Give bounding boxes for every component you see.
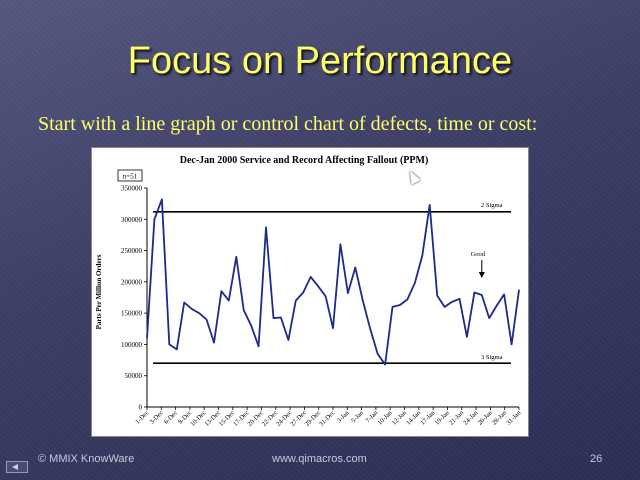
data-point xyxy=(466,336,468,338)
chart-title: Dec-Jan 2000 Service and Record Affectin… xyxy=(180,155,429,166)
data-point xyxy=(198,312,200,314)
data-point xyxy=(347,292,349,294)
x-tick-label: 26-Jan xyxy=(477,409,495,427)
data-point xyxy=(161,198,163,200)
data-point xyxy=(369,328,371,330)
data-point xyxy=(354,266,356,269)
footer-copyright: © MMIX KnowWare xyxy=(38,453,135,465)
control-limit-label: 3 Sigma xyxy=(481,354,503,361)
y-tick-label: 100000 xyxy=(121,341,143,349)
y-tick-label: 0 xyxy=(139,404,143,412)
x-tick-label: 21-Jan xyxy=(448,409,466,427)
data-point xyxy=(510,343,513,346)
data-point xyxy=(377,353,379,355)
x-tick-label: 14-Jan xyxy=(405,409,423,427)
data-point xyxy=(399,304,401,306)
data-point xyxy=(436,295,438,297)
y-tick-label: 150000 xyxy=(121,310,143,318)
x-tick-label: 17-Jan xyxy=(419,409,437,427)
data-point xyxy=(384,363,386,366)
x-tick-label: 3-Dec xyxy=(149,409,165,425)
data-point xyxy=(332,327,334,329)
data-point xyxy=(496,305,498,307)
data-point xyxy=(183,301,185,304)
x-tick-label: 10-Jan xyxy=(376,409,394,427)
data-point xyxy=(287,339,289,341)
annotation-arrow-head xyxy=(478,271,485,278)
x-tick-label: 24-Jan xyxy=(462,409,480,427)
data-point xyxy=(176,348,178,351)
data-point xyxy=(168,343,170,346)
slide-subtitle: Start with a line graph or control chart… xyxy=(38,113,538,135)
data-point xyxy=(488,317,490,319)
annotation-label: Good xyxy=(471,251,486,258)
series-line xyxy=(146,198,520,366)
data-point xyxy=(429,204,431,206)
data-point xyxy=(213,341,215,344)
data-point xyxy=(339,243,342,245)
x-tick-label: 3-Jan xyxy=(336,409,351,424)
data-point xyxy=(406,298,408,300)
data-point xyxy=(146,337,148,339)
data-point xyxy=(473,291,475,294)
control-limit-label: 2 Sigma xyxy=(481,202,503,209)
data-point xyxy=(265,226,267,229)
data-point xyxy=(458,298,461,300)
data-point xyxy=(243,309,245,311)
data-point xyxy=(220,290,222,292)
data-point xyxy=(235,256,237,258)
data-point xyxy=(421,254,423,257)
x-tick-label: 12-Jan xyxy=(391,409,409,427)
data-point xyxy=(310,276,312,278)
data-point xyxy=(481,294,483,296)
x-tick-label: 19-Jan xyxy=(434,409,452,427)
y-tick-label: 350000 xyxy=(121,185,143,193)
data-point xyxy=(280,316,282,319)
n-label: n=51 xyxy=(123,173,138,181)
data-point xyxy=(302,291,304,294)
data-point xyxy=(153,218,156,220)
x-tick-label: 6-Dec xyxy=(163,409,179,425)
data-point xyxy=(228,300,230,302)
plot-area: 0 50000 100000 150000 200000 250000 300000 3500… xyxy=(121,185,523,428)
footer-page-number: 26 xyxy=(590,453,603,465)
data-point xyxy=(205,318,208,320)
x-tick-label: 5-Jan xyxy=(350,409,365,424)
x-tick-label: 31-Jan xyxy=(505,409,523,427)
x-tick-label: 28-Jan xyxy=(491,409,509,427)
data-point xyxy=(191,308,193,310)
data-point xyxy=(272,317,275,319)
previous-slide-icon[interactable] xyxy=(6,461,28,473)
data-point xyxy=(295,300,297,302)
data-point xyxy=(362,300,364,302)
data-point xyxy=(444,306,446,308)
y-tick-label: 300000 xyxy=(121,216,143,224)
footer-website: www.qimacros.com xyxy=(272,453,367,465)
data-point xyxy=(317,285,319,287)
data-point xyxy=(518,289,520,291)
x-tick-label: 1-Dec xyxy=(134,409,150,425)
y-axis-label: Parts Per Million Orders xyxy=(95,254,103,329)
n-label-box xyxy=(117,169,143,182)
line-chart: Dec-Jan 2000 Service and Record Affectin… xyxy=(95,155,523,428)
slide-title: Focus on Performance xyxy=(127,40,513,82)
data-point xyxy=(414,282,416,284)
data-point xyxy=(391,306,394,308)
data-point xyxy=(324,295,327,297)
data-point xyxy=(258,345,260,347)
x-tick-label: 31-Dec xyxy=(318,409,337,428)
data-point xyxy=(451,301,453,303)
y-tick-label: 200000 xyxy=(121,278,143,286)
y-tick-label: 250000 xyxy=(121,247,143,255)
y-tick-label: 50000 xyxy=(125,372,143,380)
data-point xyxy=(250,325,252,327)
chart-frame: Dec-Jan 2000 Service and Record Affectin… xyxy=(91,147,529,437)
data-point xyxy=(503,293,505,295)
